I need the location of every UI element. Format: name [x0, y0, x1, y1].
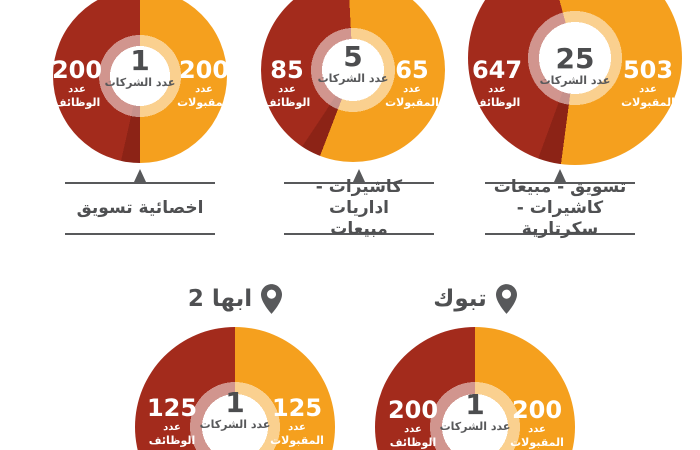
- companies-stat: 1 عدد الشركات: [80, 46, 200, 90]
- city-name: تبوك: [433, 286, 487, 312]
- accepted-value: 125: [271, 394, 323, 422]
- caption-line: مبيعات: [330, 219, 388, 239]
- jobs-value: 85: [270, 56, 304, 84]
- jobs-word: الوظائف: [53, 96, 101, 109]
- jobs-value: 200: [387, 396, 439, 424]
- accepted-word: المقبولات: [621, 96, 675, 109]
- caption-divider-bottom: [284, 233, 434, 235]
- companies-label: عدد الشركات: [539, 74, 611, 87]
- donut-pie: [468, 0, 682, 165]
- companies-label: عدد الشركات: [104, 76, 176, 89]
- count-word: عدد: [68, 84, 86, 95]
- caption-pointer-triangle: [134, 169, 146, 182]
- companies-value: 1: [465, 388, 485, 421]
- companies-stat: 1 عدد الشركات: [415, 390, 535, 434]
- caption-text: كاشيرات - اداريات مبيعات: [284, 177, 434, 239]
- donut-pie: [53, 0, 227, 163]
- chart-caption: تسويق - مبيعات كاشيرات - سكرتارية: [485, 169, 635, 239]
- companies-value: 5: [343, 40, 363, 73]
- chart-caption: كاشيرات - اداريات مبيعات: [284, 169, 434, 239]
- accepted-value: 200: [178, 56, 230, 84]
- companies-stat: 25 عدد الشركات: [515, 44, 635, 88]
- caption-line: كاشيرات - اداريات: [315, 177, 403, 218]
- jobs-word: الوظائف: [263, 96, 311, 109]
- chart-caption: اخصائية تسويق: [65, 169, 215, 235]
- companies-label: عدد الشركات: [199, 418, 271, 431]
- jobs-value: 200: [51, 56, 103, 84]
- caption-divider-bottom: [65, 233, 215, 235]
- accepted-stat: 200 عدد المقبولات: [159, 57, 249, 109]
- jobs-value: 125: [146, 394, 198, 422]
- count-word: عدد: [163, 422, 181, 433]
- caption-divider-top: [485, 182, 635, 184]
- donut-pie: [261, 0, 445, 162]
- jobs-value: 647: [471, 56, 523, 84]
- companies-value: 1: [130, 44, 150, 77]
- caption-pointer-triangle: [554, 169, 566, 182]
- count-word: عدد: [528, 424, 546, 435]
- location-pin-icon: [261, 284, 283, 314]
- companies-label: عدد الشركات: [317, 72, 389, 85]
- caption-line: اخصائية تسويق: [76, 198, 204, 218]
- caption-line: كاشيرات - سكرتارية: [516, 198, 604, 239]
- accepted-value: 65: [395, 56, 429, 84]
- accepted-word: المقبولات: [510, 436, 564, 449]
- city-header: تبوك: [390, 282, 560, 316]
- companies-value: 1: [225, 386, 245, 419]
- accepted-value: 503: [622, 56, 674, 84]
- caption-text: اخصائية تسويق: [65, 184, 215, 233]
- accepted-word: المقبولات: [177, 96, 231, 109]
- accepted-word: المقبولات: [385, 96, 439, 109]
- accepted-value: 200: [511, 396, 563, 424]
- city-header: ابها 2: [150, 282, 320, 316]
- accepted-stat: 503 عدد المقبولات: [603, 57, 693, 109]
- count-word: عدد: [278, 84, 296, 95]
- companies-stat: 5 عدد الشركات: [293, 42, 413, 86]
- caption-divider-top: [284, 182, 434, 184]
- jobs-word: الوظائف: [389, 436, 437, 449]
- accepted-stat: 200 عدد المقبولات: [492, 397, 582, 449]
- jobs-stat: 125 عدد الوظائف: [127, 395, 217, 447]
- location-pin-icon: [495, 284, 517, 314]
- count-word: عدد: [403, 84, 421, 95]
- caption-line: تسويق - مبيعات: [493, 177, 627, 197]
- accepted-word: المقبولات: [270, 434, 324, 447]
- companies-label: عدد الشركات: [439, 420, 511, 433]
- accepted-stat: 125 عدد المقبولات: [252, 395, 342, 447]
- companies-stat: 1 عدد الشركات: [175, 388, 295, 432]
- accepted-stat: 65 عدد المقبولات: [367, 57, 457, 109]
- jobs-stat: 647 عدد الوظائف: [452, 57, 542, 109]
- jobs-stat: 85 عدد الوظائف: [242, 57, 332, 109]
- jobs-stat: 200 عدد الوظائف: [32, 57, 122, 109]
- jobs-word: الوظائف: [148, 434, 196, 447]
- caption-divider-top: [65, 182, 215, 184]
- caption-text: تسويق - مبيعات كاشيرات - سكرتارية: [485, 177, 635, 239]
- count-word: عدد: [195, 84, 213, 95]
- count-word: عدد: [639, 84, 657, 95]
- caption-pointer-triangle: [353, 169, 365, 182]
- city-name: ابها 2: [187, 286, 253, 312]
- count-word: عدد: [488, 84, 506, 95]
- count-word: عدد: [404, 424, 422, 435]
- caption-divider-bottom: [485, 233, 635, 235]
- count-word: عدد: [288, 422, 306, 433]
- companies-value: 25: [555, 42, 595, 75]
- jobs-stat: 200 عدد الوظائف: [368, 397, 458, 449]
- jobs-word: الوظائف: [473, 96, 521, 109]
